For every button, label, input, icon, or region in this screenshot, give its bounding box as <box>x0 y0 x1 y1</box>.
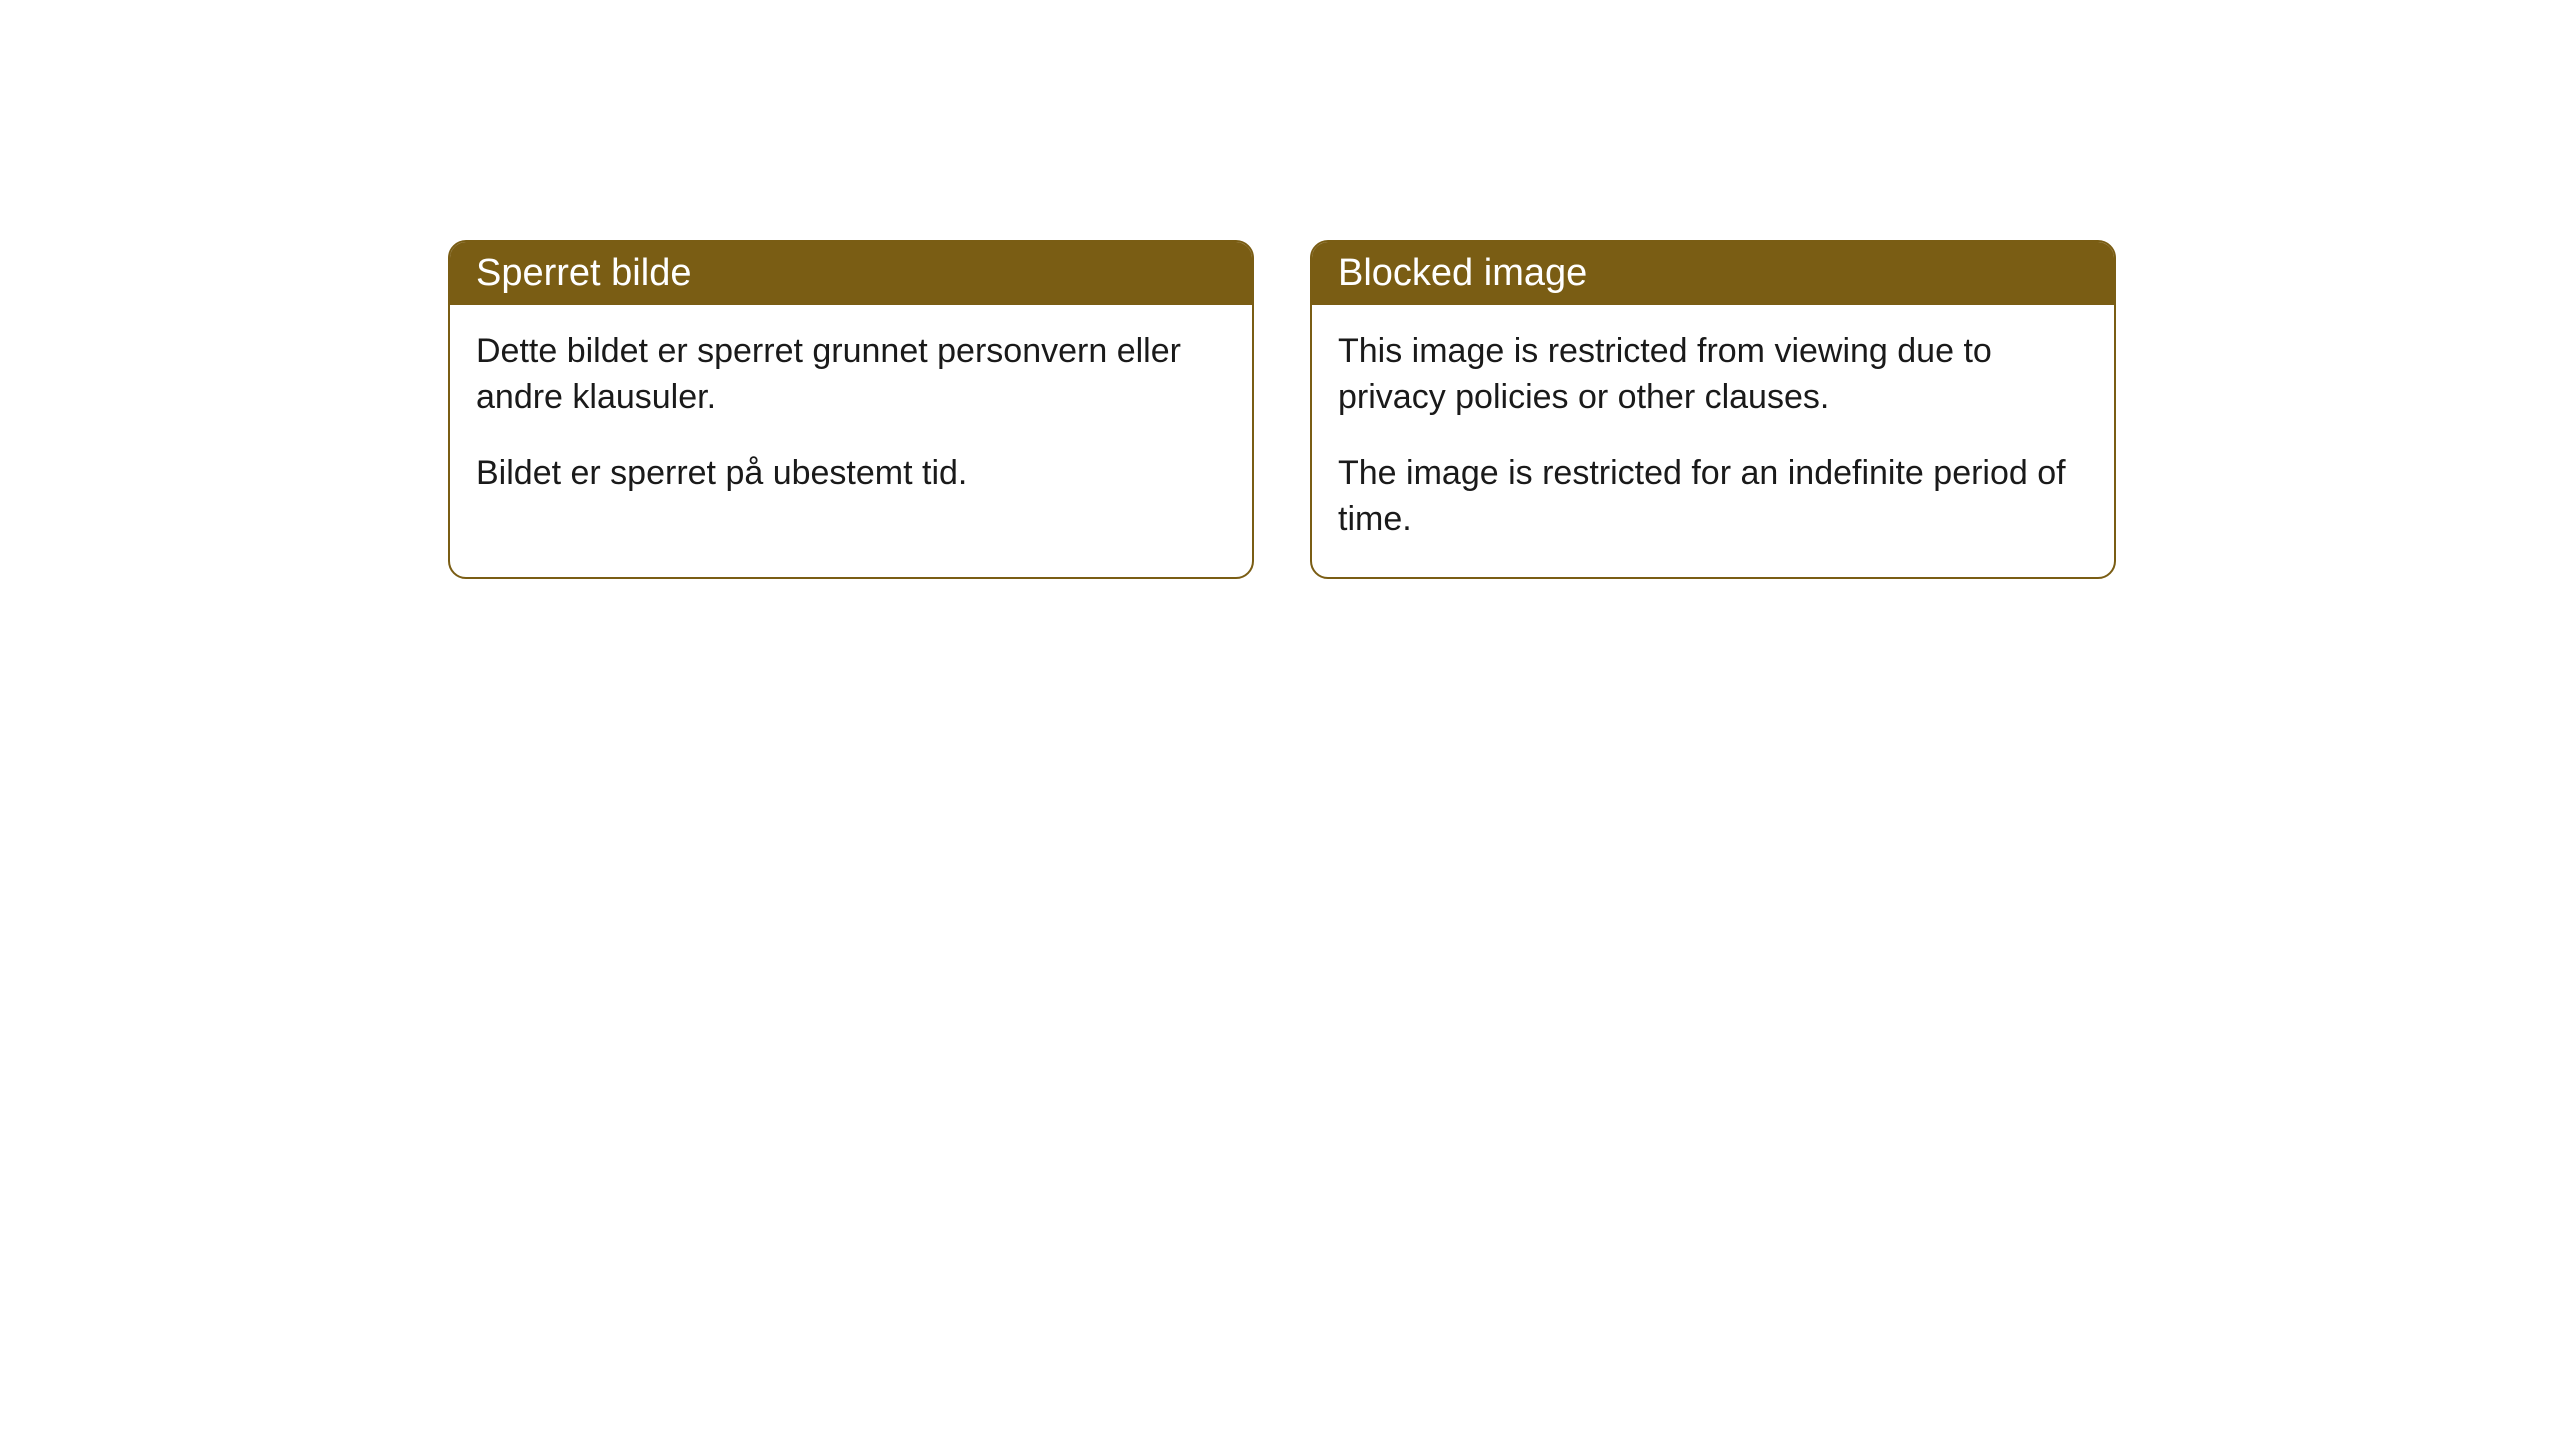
notice-card-norwegian: Sperret bilde Dette bildet er sperret gr… <box>448 240 1254 579</box>
notice-title-norwegian: Sperret bilde <box>450 242 1252 305</box>
notice-paragraph: The image is restricted for an indefinit… <box>1338 451 2088 543</box>
notice-paragraph: Bildet er sperret på ubestemt tid. <box>476 451 1226 497</box>
notice-paragraph: Dette bildet er sperret grunnet personve… <box>476 329 1226 421</box>
notice-body-norwegian: Dette bildet er sperret grunnet personve… <box>450 305 1252 531</box>
notice-container: Sperret bilde Dette bildet er sperret gr… <box>0 0 2560 579</box>
notice-card-english: Blocked image This image is restricted f… <box>1310 240 2116 579</box>
notice-title-english: Blocked image <box>1312 242 2114 305</box>
notice-body-english: This image is restricted from viewing du… <box>1312 305 2114 577</box>
notice-paragraph: This image is restricted from viewing du… <box>1338 329 2088 421</box>
